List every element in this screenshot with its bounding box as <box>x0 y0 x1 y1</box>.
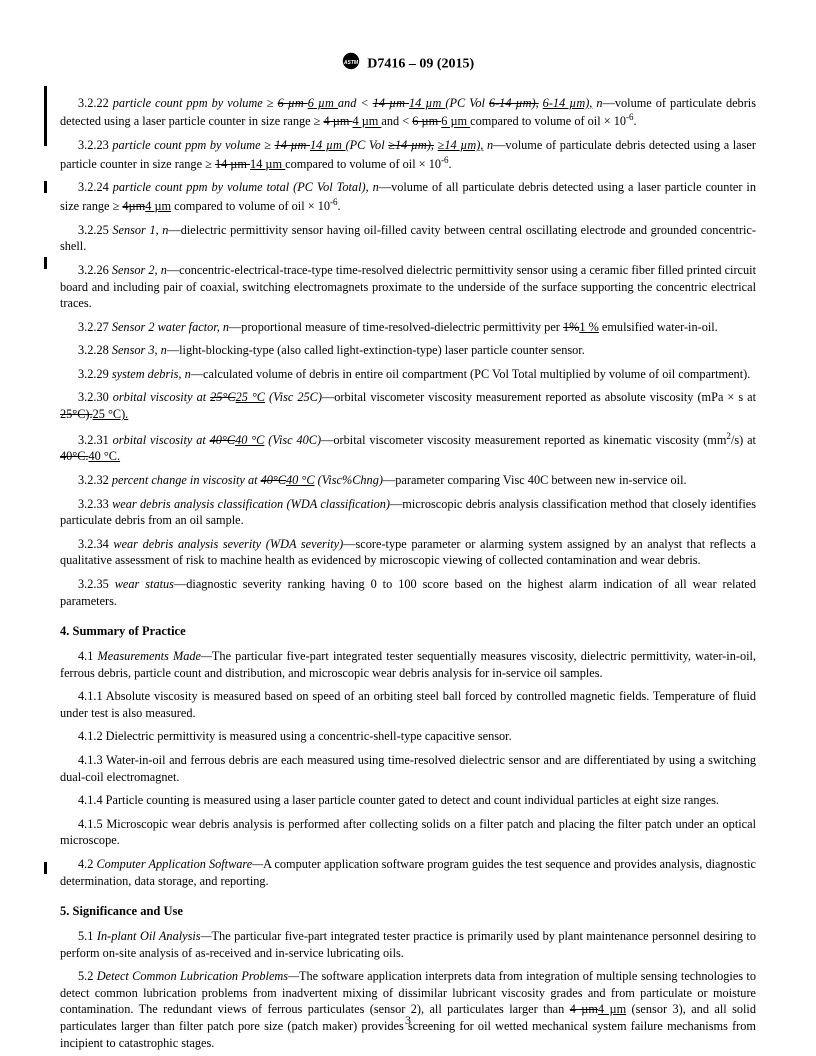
definition-entry: 3.2.31 orbital viscosity at 40°C40 °C (V… <box>60 430 756 465</box>
section-title: 5. Significance and Use <box>60 903 756 920</box>
standard-designation: D7416 – 09 (2015) <box>367 57 474 72</box>
svg-text:ASTM: ASTM <box>343 60 359 66</box>
definition-entry: 3.2.24 particle count ppm by volume tota… <box>60 179 756 214</box>
definition-entry: 3.2.35 wear status—diagnostic severity r… <box>60 576 756 609</box>
document-header: ASTM D7416 – 09 (2015) <box>60 52 756 77</box>
definition-entry: 3.2.28 Sensor 3, n—light-blocking-type (… <box>60 342 756 359</box>
section-paragraph: 4.1.4 Particle counting is measured usin… <box>60 792 756 809</box>
change-bar <box>44 862 47 874</box>
change-bar <box>44 181 47 193</box>
definition-entry: 3.2.25 Sensor 1, n—dielectric permittivi… <box>60 222 756 255</box>
section-paragraph: 4.1.5 Microscopic wear debris analysis i… <box>60 816 756 849</box>
page-number: 3 <box>0 1012 816 1028</box>
section-paragraph: 5.1 In-plant Oil Analysis—The particular… <box>60 928 756 961</box>
definition-entry: 3.2.22 particle count ppm by volume ≥ 6 … <box>60 95 756 130</box>
section-paragraph: 4.1.3 Water-in-oil and ferrous debris ar… <box>60 752 756 785</box>
section-paragraph: 5.2 Detect Common Lubrication Problems—T… <box>60 968 756 1051</box>
definition-entry: 3.2.26 Sensor 2, n—concentric-electrical… <box>60 262 756 312</box>
section-paragraph: 4.1.1 Absolute viscosity is measured bas… <box>60 688 756 721</box>
definition-entry: 3.2.32 percent change in viscosity at 40… <box>60 472 756 489</box>
section-title: 4. Summary of Practice <box>60 623 756 640</box>
definition-entry: 3.2.33 wear debris analysis classificati… <box>60 496 756 529</box>
section-paragraph: 4.2 Computer Application Software—A comp… <box>60 856 756 889</box>
change-bar <box>44 86 47 146</box>
definition-entry: 3.2.27 Sensor 2 water factor, n—proporti… <box>60 319 756 336</box>
definition-entry: 3.2.34 wear debris analysis severity (WD… <box>60 536 756 569</box>
change-bar <box>44 257 47 269</box>
section-paragraph: 4.1.2 Dielectric permittivity is measure… <box>60 728 756 745</box>
definition-entry: 3.2.29 system debris, n—calculated volum… <box>60 366 756 383</box>
section-paragraph: 4.1 Measurements Made—The particular fiv… <box>60 648 756 681</box>
sections-list: 4. Summary of Practice 4.1 Measurements M… <box>60 623 756 1051</box>
astm-logo-icon: ASTM <box>342 52 360 77</box>
definition-entry: 3.2.30 orbital viscosity at 25°C25 °C (V… <box>60 389 756 422</box>
definition-entry: 3.2.23 particle count ppm by volume ≥ 14… <box>60 137 756 172</box>
definitions-list: 3.2.22 particle count ppm by volume ≥ 6 … <box>60 95 756 609</box>
